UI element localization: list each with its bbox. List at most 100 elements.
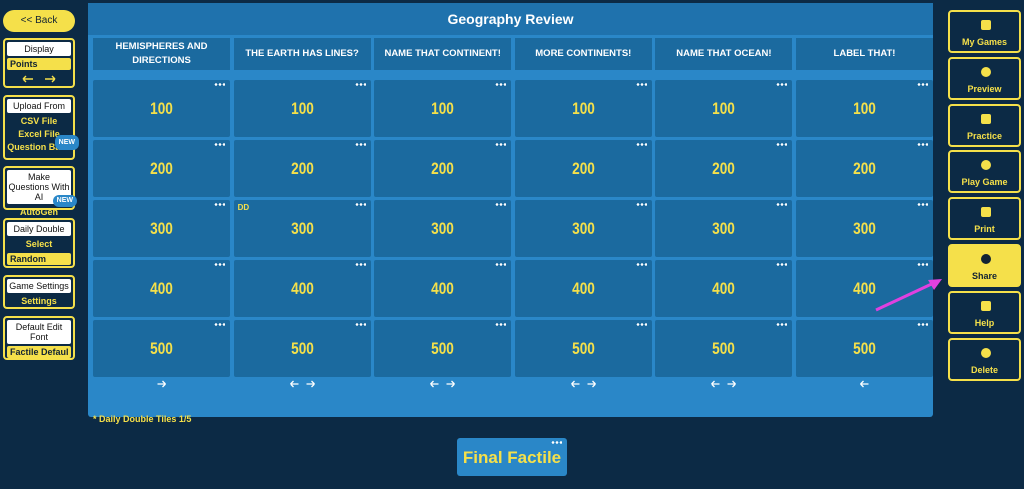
menu[interactable] [551,441,562,444]
tile-menu[interactable] [635,323,647,326]
tile-menu[interactable] [495,323,507,326]
tile-menu[interactable] [917,83,928,86]
move-arrows[interactable] [93,377,230,391]
tile[interactable]: 400 [93,260,230,317]
tile-menu[interactable] [214,203,225,206]
category-header[interactable]: HEMISPHERES AND DIRECTIONS [93,38,230,70]
tile-menu[interactable] [776,323,788,326]
tile-menu[interactable] [776,203,788,206]
tile-menu[interactable] [917,323,928,326]
tile[interactable]: 100 [796,80,933,137]
select[interactable]: Factile Defaul [7,346,71,358]
tile[interactable]: 300 [374,200,512,257]
tile-menu[interactable] [635,263,647,266]
tile-menu[interactable] [495,203,507,206]
tile-points: 500 [712,339,736,358]
tile[interactable]: 500 [655,320,793,377]
move-arrows[interactable] [515,377,652,391]
tile[interactable]: 400 [374,260,512,317]
back-button[interactable]: << Back [3,10,75,32]
tile-menu[interactable] [635,203,647,206]
tile[interactable]: 100 [374,80,512,137]
tile[interactable]: 100 [233,80,371,137]
tile[interactable]: 500 [514,320,652,377]
tile[interactable]: 200 [514,140,652,197]
excel[interactable]: Excel File [18,129,60,139]
select[interactable]: Random [7,253,71,265]
select[interactable]: Points [7,58,71,70]
tile[interactable]: 100 [514,80,652,137]
move-arrows[interactable] [234,377,371,391]
tile[interactable]: 200 [796,140,933,197]
final-button[interactable]: Final Factile [457,438,567,476]
category-header[interactable]: NAME THAT CONTINENT! [374,38,512,70]
nav-button[interactable]: My Games [948,10,1021,53]
tile-menu[interactable] [214,263,225,266]
nav-button[interactable]: Practice [948,103,1021,147]
tile[interactable]: 400 [514,260,652,317]
nav-button[interactable]: Share [948,244,1021,287]
tile-menu[interactable] [214,323,225,326]
tile-menu[interactable] [354,263,366,266]
tile-points: 500 [853,339,876,358]
tile-points: 100 [853,99,876,118]
tile-menu[interactable] [354,203,366,206]
nav-button[interactable]: Print [948,197,1021,241]
arrows[interactable] [5,73,73,85]
tile[interactable]: 500 [796,320,933,377]
select-action[interactable]: Select [25,239,53,249]
tile[interactable]: 100 [655,80,793,137]
tile-menu[interactable] [495,263,507,266]
tile[interactable]: 300 DD [233,200,371,257]
tile[interactable]: 100 [93,80,230,137]
move-arrows[interactable] [796,377,933,391]
tile-menu[interactable] [917,143,928,146]
tile-menu[interactable] [917,263,928,266]
tile-menu[interactable] [635,83,647,86]
tile[interactable]: 400 [233,260,371,317]
tile-menu[interactable] [354,83,366,86]
tile-menu[interactable] [495,83,507,86]
category-header[interactable]: THE EARTH HAS LINES? [233,38,371,70]
tile-menu[interactable] [214,143,225,146]
tile[interactable]: 500 [374,320,512,377]
tile[interactable]: 200 [233,140,371,197]
nav-button[interactable]: Delete [948,337,1021,381]
csv[interactable]: CSV File [20,116,58,126]
tile[interactable]: 300 [93,200,230,257]
tile[interactable]: 400 [655,260,793,317]
tile-menu[interactable] [214,83,225,86]
tile[interactable]: 500 [233,320,371,377]
icon [981,20,991,30]
category-header[interactable]: LABEL THAT! [796,38,933,70]
nav-button[interactable]: Help [948,290,1021,334]
tile-menu[interactable] [354,323,366,326]
move-arrows[interactable] [374,377,511,391]
tile-menu[interactable] [495,143,507,146]
category-header[interactable]: MORE CONTINENTS! [514,38,652,70]
tile[interactable]: 400 [796,260,933,317]
tile-points: 500 [431,339,455,358]
tile[interactable]: 200 [374,140,512,197]
tile[interactable]: 200 [655,140,793,197]
tile-menu[interactable] [776,143,788,146]
tile[interactable]: 200 [93,140,230,197]
settings[interactable]: Settings [21,296,57,306]
category-header[interactable]: NAME THAT OCEAN! [655,38,793,70]
nav-button[interactable]: Play Game [948,150,1021,194]
tile-menu[interactable] [635,143,647,146]
tile[interactable]: 500 [93,320,230,377]
tile-menu[interactable] [917,203,928,206]
tile-points: 400 [853,279,876,298]
tile[interactable]: 300 [655,200,793,257]
tile-menu[interactable] [776,263,788,266]
tile-menu[interactable] [776,83,788,86]
tile[interactable]: 300 [796,200,933,257]
autogen[interactable]: AutoGen [20,207,58,217]
nav-button[interactable]: Preview [948,56,1021,100]
question-bank[interactable]: Question Bank NEW [5,135,79,154]
move-arrows[interactable] [655,377,792,391]
tile[interactable]: 300 [514,200,652,257]
tile-menu[interactable] [354,143,366,146]
